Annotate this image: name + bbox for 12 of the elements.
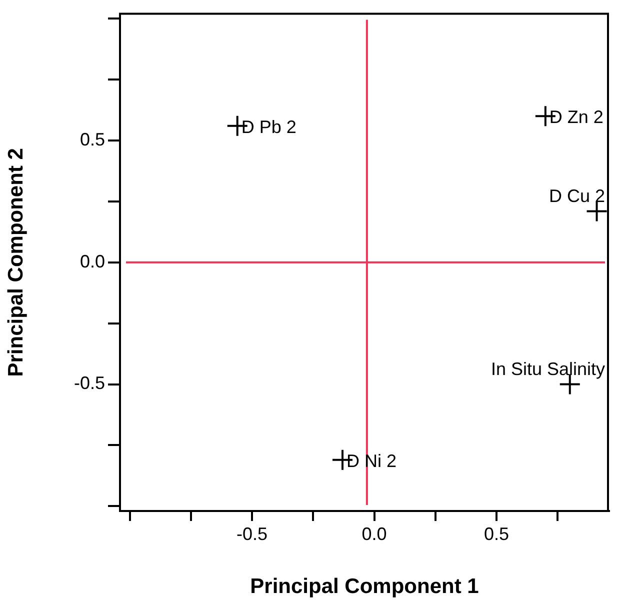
annotation: D Zn 2: [549, 107, 604, 128]
x-tick-label: 0.0: [362, 524, 387, 544]
annotation: D Cu 2: [548, 186, 605, 206]
y-tick-label: 0.0: [80, 251, 105, 272]
annotation: In Situ Salinity: [490, 359, 605, 380]
annotation: D Pb 2: [241, 116, 296, 137]
x-axis-title: Principal Component 1: [250, 575, 480, 598]
x-tick-label: -0.5: [236, 524, 268, 544]
y-tick-label: 0.5: [80, 130, 105, 150]
y-tick-label: -0.5: [74, 373, 105, 394]
x-tick-label: 0.5: [484, 524, 510, 544]
y-axis-title: Principal Component 2: [4, 148, 28, 377]
